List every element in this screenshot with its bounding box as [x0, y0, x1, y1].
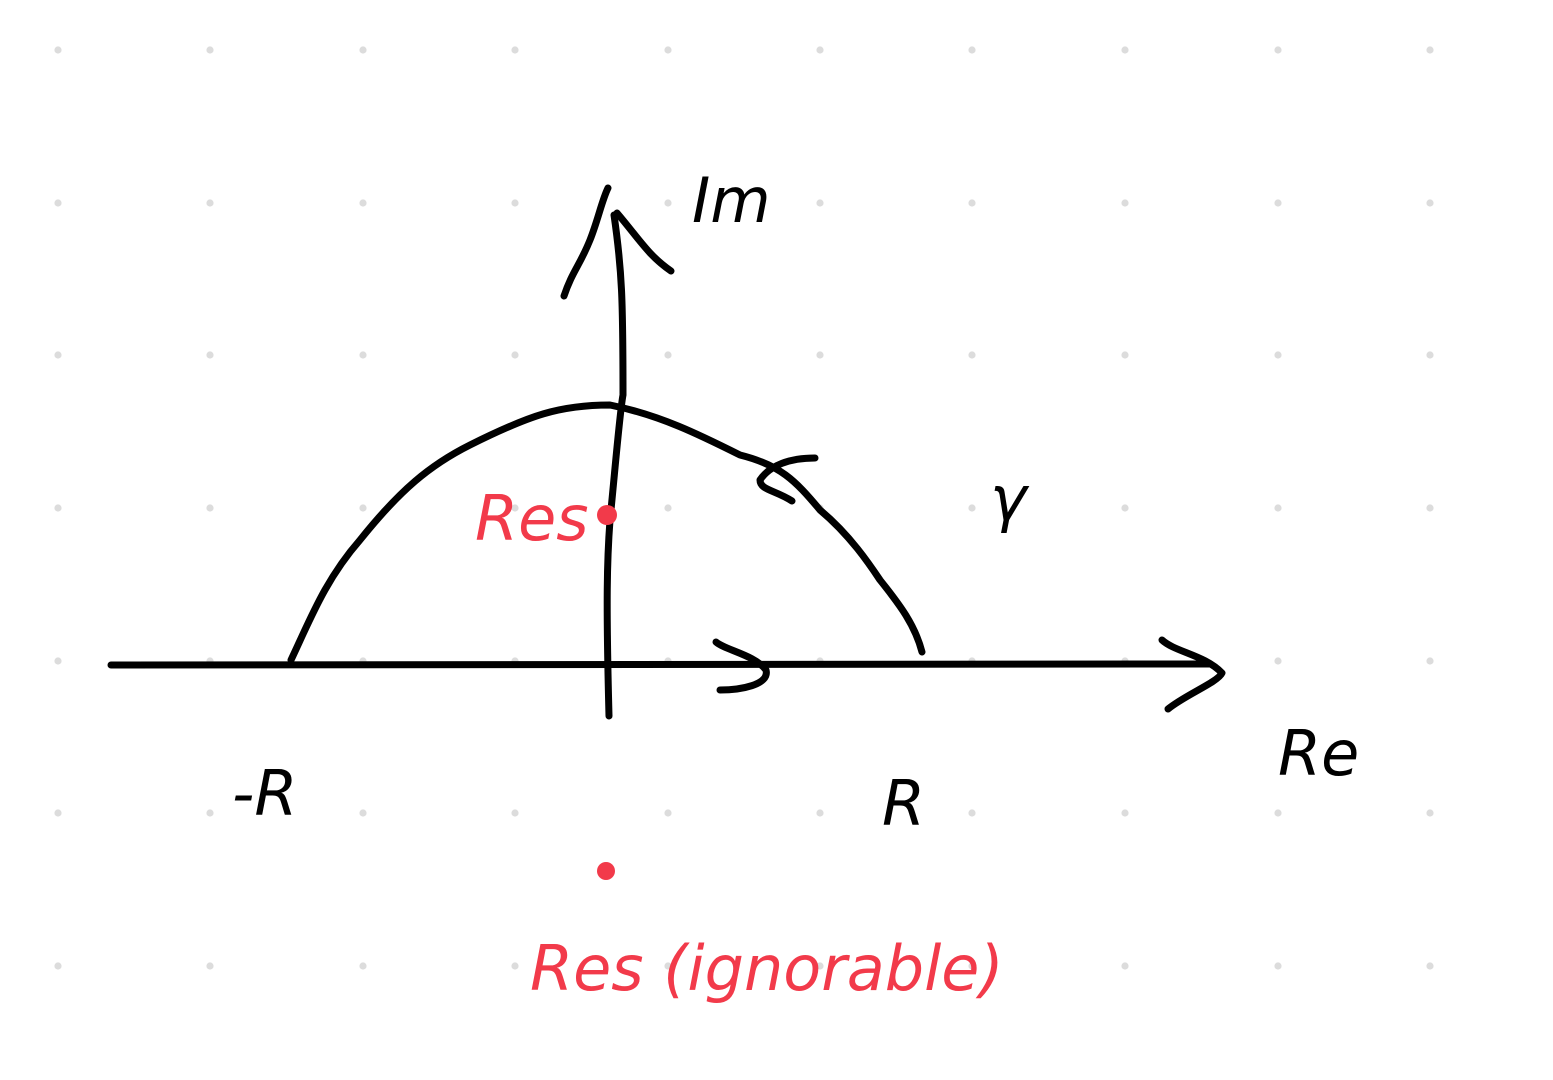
grid-dot — [1274, 351, 1282, 359]
grid-dot — [1121, 46, 1129, 54]
direction-arrow-arc — [756, 454, 819, 505]
grid-dot — [206, 504, 214, 512]
real-axis-line — [107, 660, 1214, 669]
real-axis-arrowhead — [1158, 636, 1226, 713]
grid-dot — [816, 199, 824, 207]
grid-dot — [968, 199, 976, 207]
grid-dot — [1274, 504, 1282, 512]
grid-dot — [359, 504, 367, 512]
grid-dot — [1426, 504, 1434, 512]
semicircle-contour-gamma — [287, 401, 926, 664]
grid-dot — [664, 504, 672, 512]
imaginary-axis-label: Im — [692, 164, 771, 237]
grid-dot — [968, 962, 976, 970]
grid-dot — [511, 46, 519, 54]
grid-dot — [1426, 46, 1434, 54]
lower-pole-point — [597, 862, 615, 880]
grid-dot — [511, 199, 519, 207]
grid-dot — [1121, 199, 1129, 207]
grid-dot — [664, 962, 672, 970]
grid-dot — [1274, 809, 1282, 817]
grid-dot — [968, 809, 976, 817]
grid-dot — [359, 46, 367, 54]
grid-dot — [511, 504, 519, 512]
grid-dot — [1274, 657, 1282, 665]
grid-dot — [54, 351, 62, 359]
grid-dot — [1426, 657, 1434, 665]
grid-dot — [1426, 351, 1434, 359]
grid-dot — [664, 809, 672, 817]
grid-dot — [206, 809, 214, 817]
grid-dot — [54, 46, 62, 54]
grid-dot — [206, 46, 214, 54]
grid-dot — [206, 199, 214, 207]
grid-dot — [511, 809, 519, 817]
grid-dot — [511, 351, 519, 359]
grid-dot — [511, 962, 519, 970]
direction-arrow-right — [712, 638, 770, 694]
contour-gamma-label: γ — [990, 462, 1030, 535]
lower-residue-label: Res (ignorable) — [530, 932, 1004, 1005]
grid-dot — [816, 962, 824, 970]
upper-pole-point — [597, 505, 617, 525]
grid-dot — [359, 962, 367, 970]
grid-dot — [816, 809, 824, 817]
grid-dot — [359, 351, 367, 359]
grid-dot — [968, 504, 976, 512]
right-endpoint-label: R — [882, 767, 925, 840]
grid-dot — [664, 199, 672, 207]
grid-dot — [1426, 962, 1434, 970]
grid-dot — [1426, 199, 1434, 207]
grid-dot — [1121, 504, 1129, 512]
grid-dot — [54, 962, 62, 970]
imaginary-axis-arrowhead — [560, 184, 675, 300]
grid-dot — [359, 809, 367, 817]
grid-dot — [54, 199, 62, 207]
grid-dot — [54, 504, 62, 512]
grid-dot — [206, 962, 214, 970]
upper-residue-label: Res — [475, 482, 589, 555]
grid-dot — [664, 46, 672, 54]
grid-dot — [968, 351, 976, 359]
left-endpoint-label: -R — [232, 757, 297, 830]
grid-dot — [54, 657, 62, 665]
grid-dot — [1274, 962, 1282, 970]
grid-dot — [359, 199, 367, 207]
grid-dot — [816, 351, 824, 359]
grid-dot — [1121, 351, 1129, 359]
grid-dot — [816, 46, 824, 54]
grid-dot — [1274, 46, 1282, 54]
grid-dot — [1121, 962, 1129, 970]
real-axis-label: Re — [1278, 717, 1359, 790]
grid-dot — [664, 351, 672, 359]
grid-dot — [54, 809, 62, 817]
grid-dot — [1274, 199, 1282, 207]
grid-dot — [1121, 809, 1129, 817]
imaginary-axis-line — [603, 211, 627, 720]
grid-dot — [968, 46, 976, 54]
grid-dot — [1426, 809, 1434, 817]
grid-dot — [206, 351, 214, 359]
